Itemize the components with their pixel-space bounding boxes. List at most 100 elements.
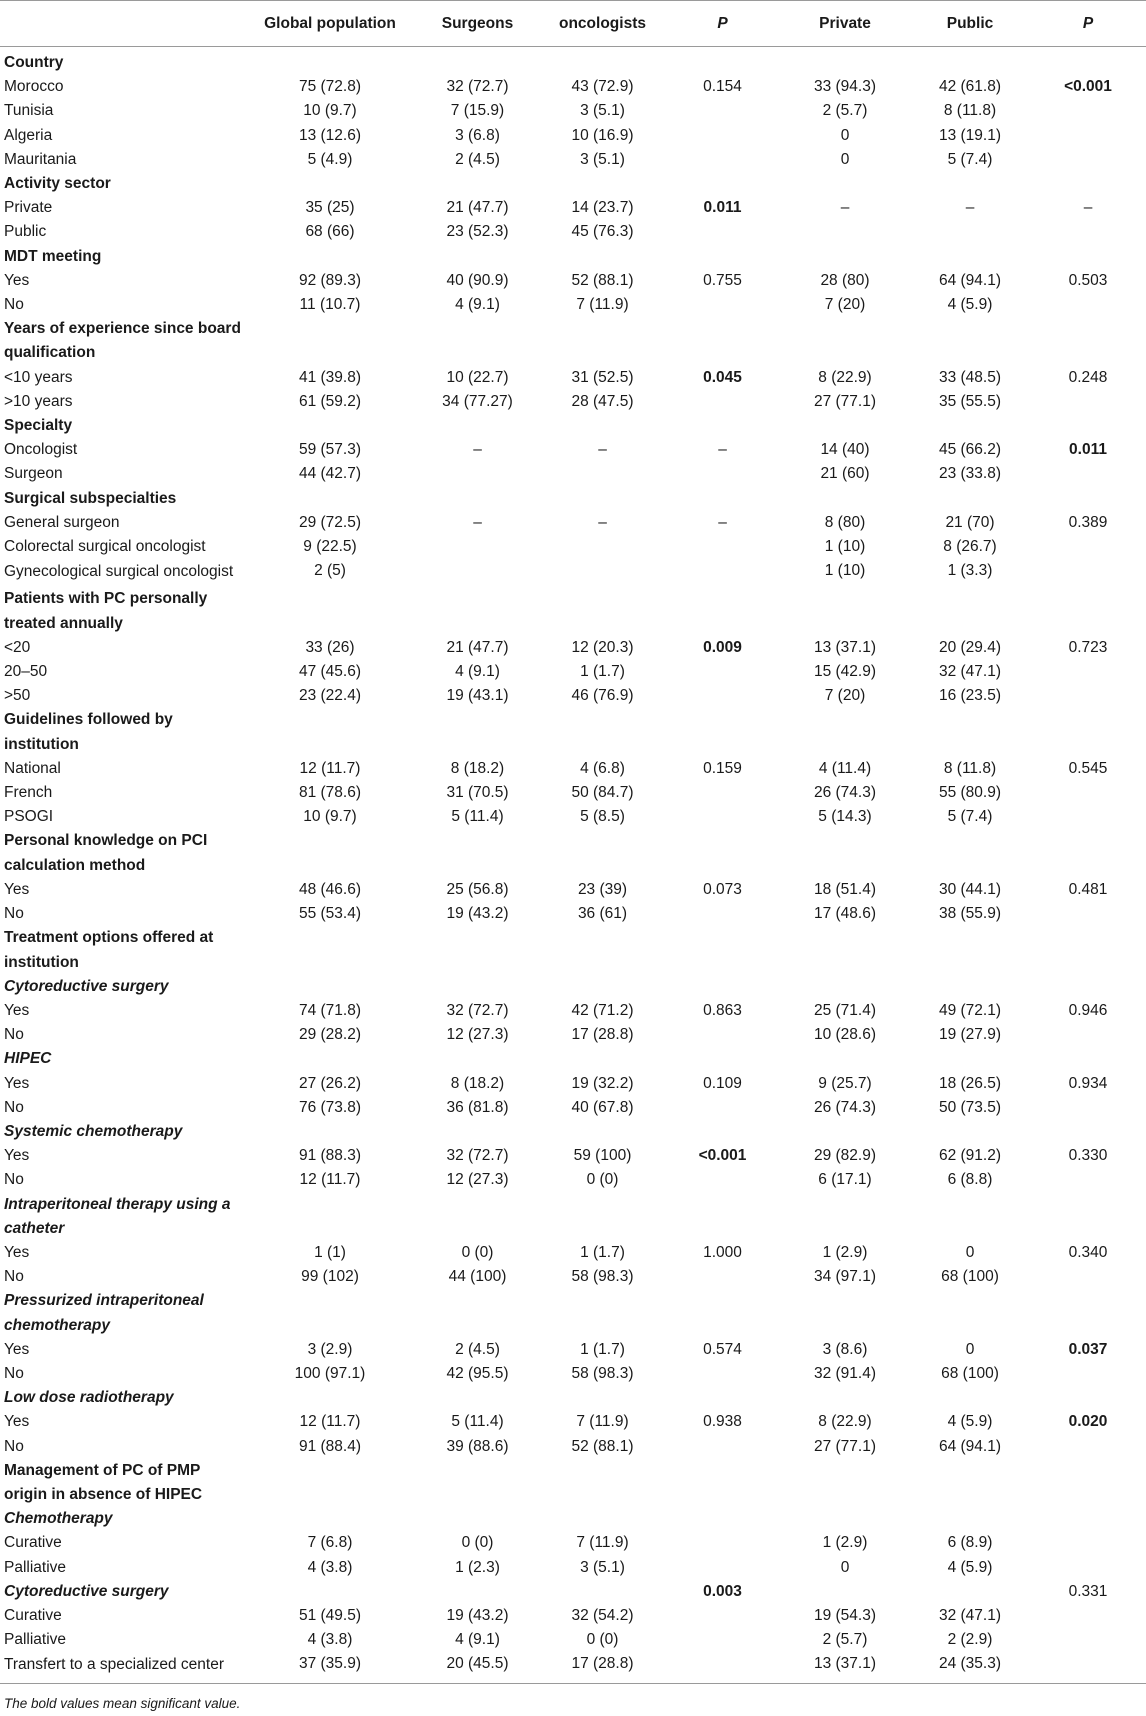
table-cell: 0 <box>840 1558 850 1576</box>
row-label: Patients with PC personally treated annu… <box>4 590 208 632</box>
subsection-header-row: Low dose radiotherapy <box>0 1386 1146 1410</box>
subsection-header-row: Chemotherapy <box>0 1507 1146 1531</box>
table-cell: 0.037 <box>1068 1340 1108 1358</box>
row-label: French <box>4 784 53 802</box>
table-cell <box>415 1507 540 1531</box>
table-cell: 81 (78.6) <box>298 784 362 802</box>
table-cell: 0 (0) <box>586 1631 619 1649</box>
table-cell <box>780 1120 910 1144</box>
table-cell <box>415 926 540 974</box>
table-cell <box>415 1386 540 1410</box>
table-cell <box>665 1047 780 1071</box>
table-cell: 29 (28.2) <box>298 1026 362 1044</box>
table-cell <box>910 414 1030 438</box>
row-label: No <box>4 1098 24 1116</box>
table-cell <box>665 245 780 269</box>
table-cell: 21 (60) <box>820 465 870 483</box>
table-cell: 52 (88.1) <box>571 271 634 289</box>
subsection-header-row: Pressurized intraperitoneal chemotherapy <box>0 1289 1146 1337</box>
table-cell <box>665 1120 780 1144</box>
table-cell: 25 (56.8) <box>446 880 509 898</box>
table-cell: 32 (72.7) <box>446 1147 509 1165</box>
table-cell: 0.755 <box>703 271 742 289</box>
table-cell: – <box>718 513 727 531</box>
table-cell: 1 (10) <box>824 538 866 556</box>
table-row: Yes 92 (89.3) 40 (90.9) 52 (88.1) 0.755 28 (8… <box>0 269 1146 293</box>
table-cell <box>780 245 910 269</box>
table-cell <box>665 926 780 974</box>
row-label: Yes <box>4 1147 30 1165</box>
table-cell <box>780 926 910 974</box>
table-cell <box>665 1531 780 1555</box>
table-row: Yes 27 (26.2) 8 (18.2) 19 (32.2) 0.109 9 (25.… <box>0 1072 1146 1096</box>
table-cell: 43 (72.9) <box>571 78 634 96</box>
table-cell <box>1030 1047 1146 1071</box>
table-cell <box>245 414 415 438</box>
table-cell: 0.938 <box>703 1413 742 1431</box>
section-header-row: Management of PC of PMP origin in absenc… <box>0 1459 1146 1507</box>
table-row: Yes 48 (46.6) 25 (56.8) 23 (39) 0.073 18 (51.… <box>0 878 1146 902</box>
footnote-row: The bold values mean significant value. <box>0 1682 1146 1716</box>
row-label: Palliative <box>4 1631 67 1649</box>
table-cell <box>540 1120 665 1144</box>
table-cell <box>415 587 540 635</box>
table-cell: 1 (1.7) <box>580 1340 625 1358</box>
table-cell: 32 (54.2) <box>571 1606 634 1624</box>
row-label: National <box>4 759 61 777</box>
table-cell <box>780 1459 910 1507</box>
table-cell: 32 (72.7) <box>446 1001 509 1019</box>
table-cell: 0.574 <box>703 1340 742 1358</box>
table-row: Tunisia 10 (9.7) 7 (15.9) 3 (5.1) 2 (5.7) 8 (… <box>0 99 1146 123</box>
table-cell <box>780 829 910 877</box>
table-cell <box>665 1386 780 1410</box>
table-cell: 55 (53.4) <box>298 905 362 923</box>
table-cell <box>245 47 415 76</box>
row-label: Treatment options offered at institution <box>4 929 214 971</box>
table-cell: 0 <box>840 126 850 144</box>
table-cell: 5 (11.4) <box>451 1413 504 1431</box>
table-cell <box>1030 1193 1146 1241</box>
row-label: No <box>4 1364 24 1382</box>
table-cell: 15 (42.9) <box>813 663 877 681</box>
column-header-global-population: Global population <box>245 0 415 47</box>
table-cell <box>780 1386 910 1410</box>
table-cell <box>665 1265 780 1289</box>
table-row: Mauritania 5 (4.9) 2 (4.5) 3 (5.1) 0 5 (7.4) <box>0 148 1146 172</box>
table-cell <box>415 487 540 511</box>
table-cell <box>540 535 665 559</box>
table-cell: 55 (80.9) <box>938 784 1002 802</box>
table-cell: 33 (26) <box>305 638 355 656</box>
table-cell: 36 (61) <box>577 905 628 923</box>
table-cell: 0.009 <box>703 638 742 656</box>
table-cell: 42 (61.8) <box>938 78 1002 96</box>
row-label: Specialty <box>4 417 73 435</box>
table-row: French 81 (78.6) 31 (70.5) 50 (84.7) 26 (74.… <box>0 781 1146 805</box>
row-label: <10 years <box>4 368 73 386</box>
table-cell <box>780 47 910 76</box>
table-cell: 7 (11.9) <box>576 1534 629 1552</box>
table-cell <box>245 1459 415 1507</box>
table-cell <box>665 487 780 511</box>
table-cell <box>665 220 780 244</box>
table-row: Yes 91 (88.3) 32 (72.7) 59 (100) <0.001 29 (8… <box>0 1144 1146 1168</box>
table-cell <box>1030 124 1146 148</box>
table-cell <box>665 1289 780 1337</box>
table-cell: 52 (88.1) <box>571 1437 634 1455</box>
table-cell <box>540 414 665 438</box>
table-cell <box>665 390 780 414</box>
table-cell <box>415 559 540 587</box>
table-cell: 91 (88.3) <box>298 1147 362 1165</box>
table-cell <box>540 1386 665 1410</box>
table-cell <box>665 829 780 877</box>
table-cell <box>910 172 1030 196</box>
table-row: >10 years 61 (59.2) 34 (77.27) 28 (47.5) 27 … <box>0 390 1146 414</box>
table-cell <box>245 1580 415 1604</box>
row-label: Morocco <box>4 78 64 96</box>
table-cell: 92 (89.3) <box>298 271 362 289</box>
table-cell <box>1030 172 1146 196</box>
table-row: 20–50 47 (45.6) 4 (9.1) 1 (1.7) 15 (42.9) 32 … <box>0 660 1146 684</box>
table-cell: 4 (5.9) <box>947 1558 993 1576</box>
table-cell <box>665 535 780 559</box>
